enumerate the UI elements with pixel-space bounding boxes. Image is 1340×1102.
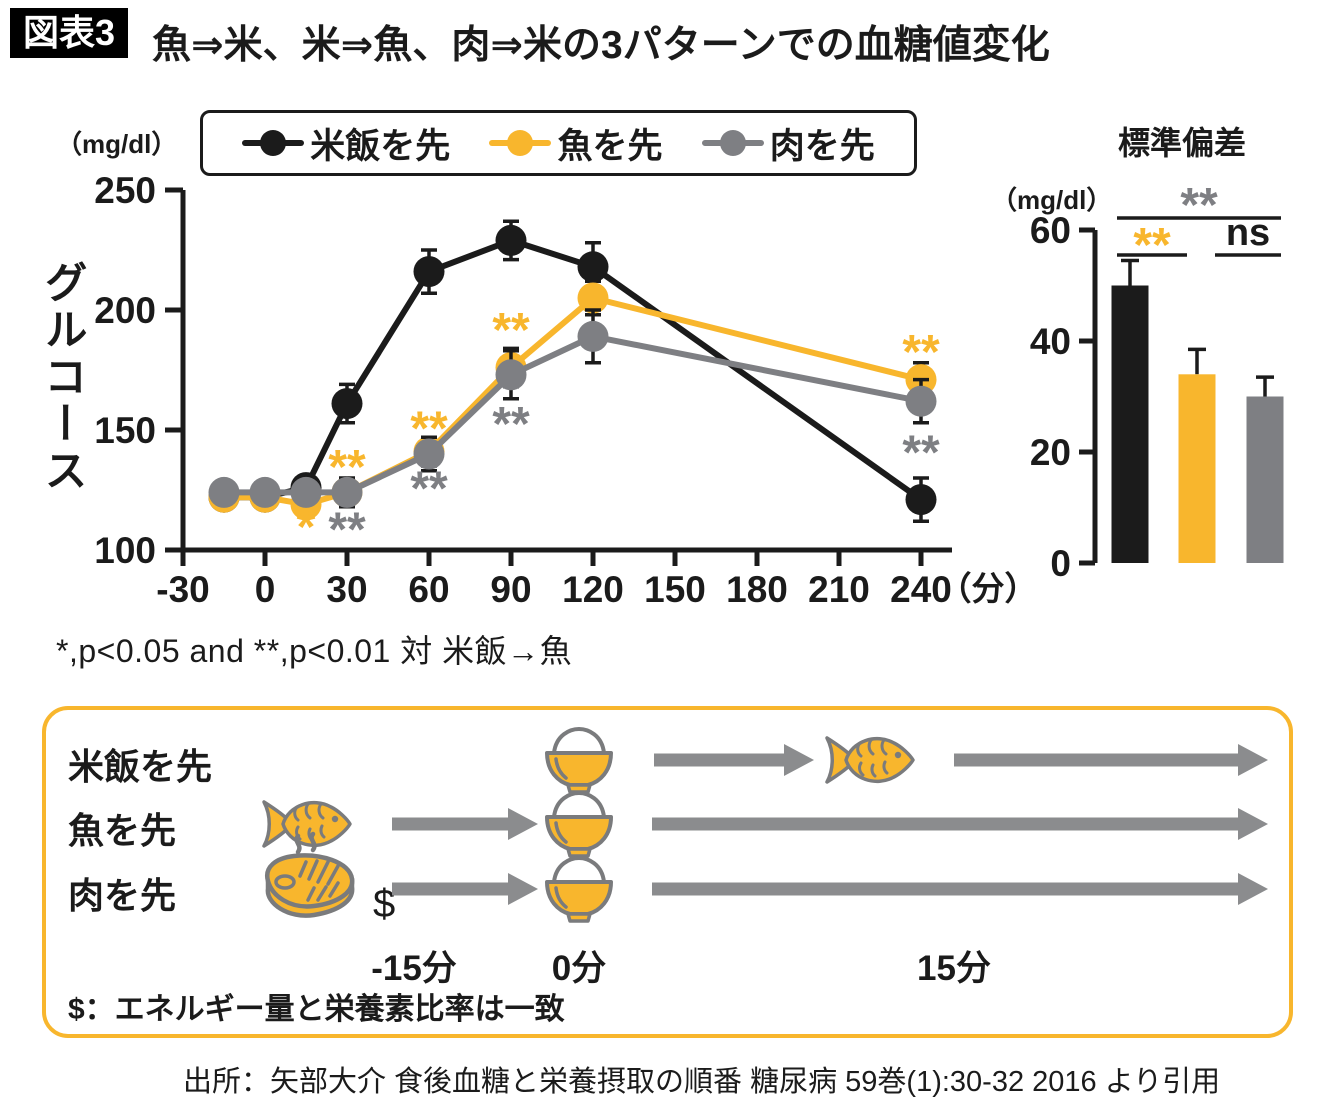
bar-肉を先 xyxy=(1246,375,1284,563)
significance-mark: ** xyxy=(328,441,366,494)
svg-text:60: 60 xyxy=(1030,210,1071,251)
data-point xyxy=(495,359,527,391)
significance-mark: * xyxy=(297,501,316,554)
series-肉を先 xyxy=(208,308,937,509)
rice-bowl-icon xyxy=(545,856,613,923)
data-point xyxy=(413,256,445,288)
svg-text:200: 200 xyxy=(94,290,156,331)
svg-text:250: 250 xyxy=(94,170,156,211)
data-point xyxy=(905,385,937,417)
dollar-mark: $ xyxy=(373,882,395,926)
significance-mark: ** xyxy=(328,503,366,556)
significance-mark: ** xyxy=(1133,219,1171,272)
svg-text:-30: -30 xyxy=(156,569,209,610)
significance-mark: ns xyxy=(1226,212,1270,254)
source-citation: 出所：矢部大介 食後血糖と栄養摂取の順番 糖尿病 59巻(1):30-32 20… xyxy=(183,1066,1221,1098)
data-point xyxy=(331,388,363,420)
data-point xyxy=(208,476,240,508)
legend-item: 米飯を先 xyxy=(242,118,450,169)
arrow-icon xyxy=(652,808,1268,840)
svg-text:30: 30 xyxy=(326,569,367,610)
line-chart-unit-label: （mg/dl） xyxy=(56,129,178,159)
meal-order-diagram: $ 米飯を先 魚を先 肉を先 -15分 0分 15分 $：エネルギー量と栄養素比… xyxy=(42,706,1293,1038)
data-point xyxy=(331,476,363,508)
line-chart-y-axis-label: グルコース xyxy=(38,260,86,495)
arrow-icon xyxy=(652,873,1268,905)
significance-mark: ** xyxy=(492,398,530,451)
significance-mark: ** xyxy=(410,463,448,516)
data-point xyxy=(495,224,527,256)
svg-text:0: 0 xyxy=(255,569,276,610)
arrow-icon xyxy=(392,873,538,905)
significance-mark: ** xyxy=(410,403,448,456)
legend-label: 肉を先 xyxy=(769,126,875,166)
legend-label: 米飯を先 xyxy=(310,126,451,166)
bar-米飯を先 xyxy=(1111,258,1149,563)
significance-mark: ** xyxy=(492,304,530,357)
series-米飯を先 xyxy=(208,219,937,523)
svg-text:210: 210 xyxy=(808,569,870,610)
legend-item: 肉を先 xyxy=(701,118,875,169)
figure-title: 魚⇒米、米⇒魚、肉⇒米の3パターンでの血糖値変化 xyxy=(152,24,1050,67)
significance-mark: ** xyxy=(1180,179,1218,232)
svg-text:180: 180 xyxy=(726,569,788,610)
svg-text:90: 90 xyxy=(490,569,531,610)
arrow-icon xyxy=(392,808,538,840)
significance-mark: ** xyxy=(902,427,940,480)
svg-text:120: 120 xyxy=(562,569,624,610)
diagram-row-label-rice-first: 米飯を先 xyxy=(68,746,213,787)
figure-tag: 図表3 xyxy=(10,8,129,58)
diagram-time-label-15: 15分 xyxy=(917,949,991,988)
significance-mark: ** xyxy=(902,326,940,379)
svg-text:150: 150 xyxy=(94,410,156,451)
meal-sequence-canvas: $ xyxy=(262,727,1268,926)
svg-text:0: 0 xyxy=(1050,543,1071,584)
svg-text:60: 60 xyxy=(408,569,449,610)
svg-text:（分）: （分） xyxy=(939,570,1021,607)
rice-bowl-icon xyxy=(545,727,613,794)
data-point xyxy=(577,282,609,314)
legend-line-dot-icon xyxy=(701,130,764,156)
diagram-time-label-minus15: -15分 xyxy=(371,949,457,988)
svg-text:40: 40 xyxy=(1030,321,1071,362)
legend-line-dot-icon xyxy=(242,130,305,156)
arrow-icon xyxy=(654,744,814,776)
diagram-row-label-meat-first: 肉を先 xyxy=(68,875,177,916)
diagram-row-label-fish-first: 魚を先 xyxy=(68,810,177,851)
significance-footnote: *,p<0.05 and **,p<0.01 対 米飯→魚 xyxy=(56,633,573,669)
fish-icon xyxy=(825,736,915,784)
data-point xyxy=(905,484,937,516)
data-point xyxy=(413,438,445,470)
fish-icon xyxy=(262,800,352,848)
data-point xyxy=(577,251,609,283)
data-point xyxy=(577,320,609,352)
diagram-time-label-0: 0分 xyxy=(551,949,607,988)
legend-line-dot-icon xyxy=(489,130,552,156)
rice-bowl-icon xyxy=(545,791,613,858)
svg-text:150: 150 xyxy=(644,569,706,610)
data-point xyxy=(249,476,281,508)
line-chart-legend: 米飯を先 魚を先 肉を先 xyxy=(200,110,917,176)
data-point xyxy=(290,476,322,508)
legend-label: 魚を先 xyxy=(557,126,663,166)
glucose-line-chart: 250 200 150 100-30 0 30 60 90 120 150 180 210 240（分）… xyxy=(94,170,1021,610)
bar-chart-unit-label: （mg/dl） xyxy=(991,185,1113,215)
svg-text:100: 100 xyxy=(94,530,156,571)
arrow-icon xyxy=(954,744,1268,776)
svg-text:20: 20 xyxy=(1030,432,1071,473)
diagram-energy-note: $：エネルギー量と栄養素比率は一致 xyxy=(68,993,565,1026)
bar-chart-title: 標準偏差 xyxy=(1118,125,1247,161)
svg-text:240: 240 xyxy=(890,569,952,610)
legend-item: 魚を先 xyxy=(489,118,663,169)
bar-魚を先 xyxy=(1178,347,1216,563)
